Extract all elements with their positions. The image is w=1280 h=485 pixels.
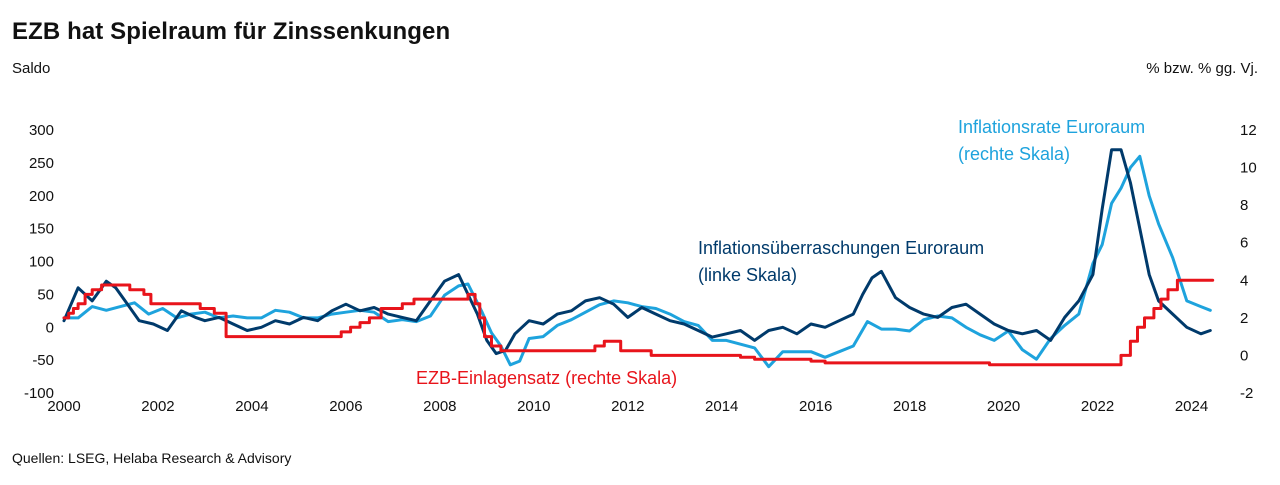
left-tick-label: 100 [29,254,54,271]
x-tick-label: 2010 [517,398,550,415]
x-tick-label: 2024 [1175,398,1208,415]
right-tick-label: 8 [1240,197,1248,214]
left-tick-label: 250 [29,155,54,172]
annotation-deposit-rate: EZB-Einlagensatz (rechte Skala) [416,368,677,388]
right-tick-label: 2 [1240,310,1248,327]
annotation-inflation-surprises-scale: (linke Skala) [698,265,797,285]
source-note: Quellen: LSEG, Helaba Research & Advisor… [12,450,292,466]
right-tick-label: 4 [1240,272,1248,289]
right-tick-label: 12 [1240,122,1257,139]
left-tick-label: 50 [37,286,54,303]
left-axis-unit: Saldo [12,60,51,77]
series-line-2 [62,278,1215,367]
right-axis-ticks: 12 10 8 6 4 2 0 -2 [1240,122,1257,402]
x-tick-label: 2022 [1081,398,1114,415]
annotation-inflation-rate-scale: (rechte Skala) [958,144,1070,164]
series-line-0 [62,148,1212,356]
x-tick-label: 2002 [141,398,174,415]
left-tick-label: -50 [32,352,54,369]
x-tick-label: 2012 [611,398,644,415]
annotation-inflation-rate: Inflationsrate Euroraum [958,117,1145,137]
left-tick-label: -100 [24,385,54,402]
series-lines [62,148,1215,369]
chart-title: EZB hat Spielraum für Zinssenkungen [12,18,451,45]
x-tick-label: 2018 [893,398,926,415]
x-tick-label: 2000 [47,398,80,415]
left-tick-label: 300 [29,122,54,139]
x-tick-label: 2008 [423,398,456,415]
x-tick-label: 2020 [987,398,1020,415]
x-axis-ticks: 2000 2002 2004 2006 2008 2010 2012 2014 2016 2018… [47,398,1208,415]
x-tick-label: 2004 [235,398,268,415]
left-axis-ticks: 300 250 200 150 100 50 0 -50 -100 [24,122,54,402]
x-tick-label: 2016 [799,398,832,415]
right-tick-label: 0 [1240,347,1248,364]
x-tick-label: 2006 [329,398,362,415]
right-tick-label: 6 [1240,235,1248,252]
right-tick-label: -2 [1240,385,1253,402]
right-axis-unit: % bzw. % gg. Vj. [1146,60,1258,77]
annotation-inflation-surprises: Inflationsüberraschungen Euroraum [698,238,984,258]
left-tick-label: 0 [46,319,54,336]
x-tick-label: 2014 [705,398,738,415]
left-tick-label: 200 [29,188,54,205]
left-tick-label: 150 [29,221,54,238]
right-tick-label: 10 [1240,160,1257,177]
